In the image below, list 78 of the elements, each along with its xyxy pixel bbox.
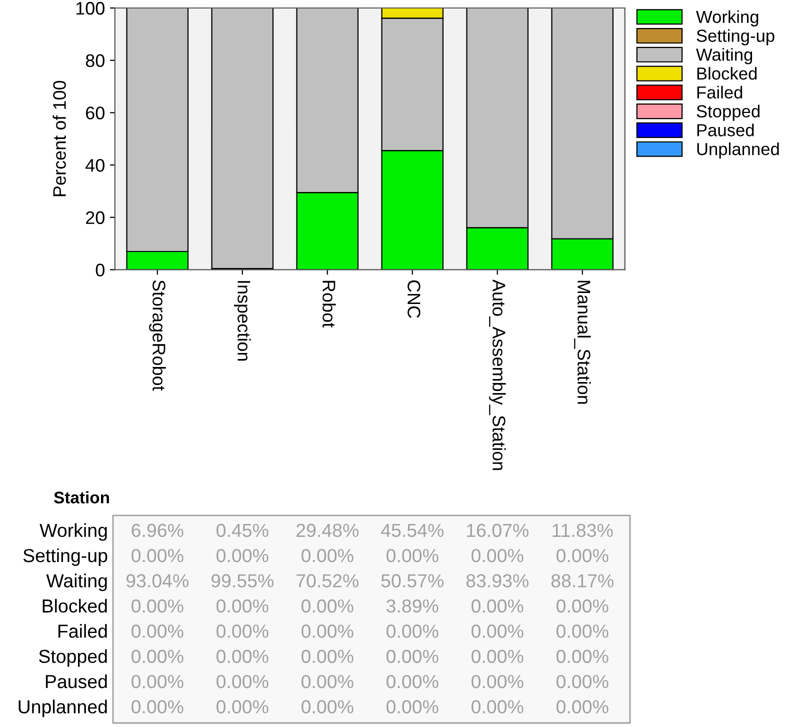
y-tick-label: 40	[86, 158, 104, 172]
data-label: 50.57%	[381, 574, 444, 588]
data-label: 0.00%	[216, 624, 268, 638]
data-label: 0.00%	[302, 624, 354, 638]
data-label: 0.00%	[132, 674, 184, 688]
data-label: 0.00%	[132, 650, 184, 664]
data-label: 0.00%	[302, 650, 354, 664]
x-tick-label: CNC	[408, 280, 420, 318]
data-label: 0.00%	[132, 700, 184, 714]
data-label: 0.00%	[216, 700, 268, 714]
data-label: 45.54%	[381, 524, 444, 538]
text: Waiting	[46, 574, 107, 592]
legend-label: Blocked	[697, 66, 757, 80]
data-label: 0.00%	[556, 599, 608, 613]
data-label: 0.00%	[386, 624, 438, 638]
data-label: 11.83%	[552, 524, 613, 538]
data-label: 0.00%	[386, 650, 438, 664]
data-label: 3.89%	[386, 599, 438, 613]
data-label: 6.96%	[132, 524, 184, 538]
y-tick-label: 20	[86, 211, 104, 224]
y-tick-label: 80	[86, 54, 104, 68]
y-tick-label: 0	[96, 264, 104, 276]
text: Failed	[58, 624, 107, 638]
data-label: 93.04%	[126, 574, 189, 588]
data-label: 83.93%	[466, 574, 529, 588]
data-label: 0.00%	[472, 548, 524, 562]
legend-label: Waiting	[696, 48, 752, 64]
data-label: 0.00%	[302, 674, 354, 688]
text: Blocked	[42, 598, 107, 613]
text: Working	[40, 523, 107, 541]
data-label: 0.00%	[472, 599, 524, 613]
data-label: 0.00%	[556, 624, 608, 638]
data-label: 0.00%	[216, 599, 268, 613]
data-label: 0.00%	[216, 650, 268, 664]
data-label: 0.00%	[556, 650, 608, 664]
text: Unplanned	[18, 700, 107, 718]
text: Setting-up	[23, 548, 108, 566]
data-label: 0.00%	[132, 599, 184, 613]
data-label: 0.00%	[302, 700, 354, 714]
legend-label: Setting-up	[696, 29, 774, 46]
data-label: 99.55%	[211, 574, 274, 588]
text: Paused	[46, 674, 107, 688]
data-label: 0.00%	[472, 700, 524, 714]
data-label: 0.00%	[302, 548, 354, 562]
x-tick-label: Robot	[322, 280, 336, 328]
y-tick-label: 60	[86, 106, 104, 120]
data-label: 0.00%	[216, 674, 268, 688]
y-axis-title: Percent of 100	[52, 80, 66, 196]
legend-label: Paused	[697, 124, 754, 136]
data-label: 88.17%	[551, 574, 614, 588]
data-label: 16.07%	[467, 524, 529, 538]
data-label: 29.48%	[296, 524, 359, 538]
data-label: 0.00%	[386, 548, 438, 562]
data-label: 0.00%	[132, 548, 184, 562]
text: Stopped	[39, 649, 107, 667]
x-tick-label: StorageRobot	[148, 280, 166, 391]
x-axis-title: Station	[54, 491, 109, 504]
legend-label: Stopped	[696, 104, 760, 121]
data-label: 0.00%	[132, 624, 184, 638]
data-label: 0.00%	[386, 700, 438, 714]
legend-label: Failed	[697, 86, 742, 99]
data-label: 0.00%	[302, 599, 354, 613]
x-tick-label: Manual_Station	[574, 280, 591, 404]
x-tick-label: Auto_Assembly_Station	[488, 279, 506, 470]
data-label: 0.00%	[556, 700, 608, 714]
data-label: 0.00%	[472, 624, 524, 638]
data-label: 0.00%	[556, 674, 608, 688]
data-label: 0.45%	[216, 524, 268, 538]
data-label: 0.00%	[386, 674, 438, 688]
data-label: 0.00%	[472, 650, 524, 664]
data-label: 0.00%	[556, 548, 608, 562]
x-tick-label: Inspection	[234, 281, 251, 361]
data-label: 70.52%	[296, 574, 359, 588]
legend-label: Working	[696, 10, 758, 27]
legend-label: Unplanned	[697, 142, 779, 159]
data-label: 0.00%	[216, 548, 268, 562]
data-label: 0.00%	[472, 674, 524, 688]
y-tick-label: 100	[76, 2, 104, 15]
